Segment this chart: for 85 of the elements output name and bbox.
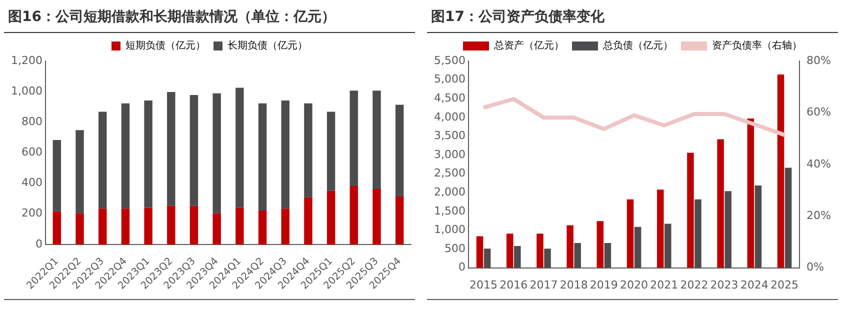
y2-tick-label: 40%	[806, 157, 832, 170]
bar	[236, 208, 244, 244]
y-tick-label: 3,500	[434, 129, 466, 142]
bar	[144, 208, 152, 244]
bar	[304, 103, 312, 198]
bar	[76, 213, 84, 244]
bar	[144, 100, 152, 208]
bar	[372, 188, 381, 244]
y-tick-label: 0	[458, 260, 466, 274]
bar	[258, 103, 267, 211]
bar	[167, 206, 176, 244]
bar	[212, 93, 221, 214]
bar	[350, 186, 358, 244]
legend-label: 长期负债（亿元）	[228, 40, 308, 52]
chart-title: 图17：公司资产负债率变化	[427, 4, 838, 33]
bar	[121, 208, 130, 244]
bar	[190, 206, 198, 244]
bar	[52, 140, 62, 212]
bar	[476, 236, 484, 268]
bar	[596, 221, 604, 268]
bar	[258, 210, 267, 244]
x-tick-label: 2016	[500, 278, 528, 292]
y-tick-label: 500	[444, 242, 466, 255]
bar	[395, 104, 404, 196]
bar	[121, 103, 130, 209]
bar	[717, 139, 724, 268]
y-tick-label: 200	[21, 206, 42, 220]
y-tick-label: 1,500	[434, 204, 466, 218]
bar	[281, 208, 290, 244]
chart-title: 图16：公司短期借款和长期借款情况（单位：亿元）	[4, 4, 415, 33]
bar	[777, 74, 784, 268]
y2-tick-label: 20%	[806, 208, 832, 222]
legend-label: 资产负债率（右轴）	[712, 40, 802, 52]
y-tick-label: 4,000	[434, 110, 466, 124]
bar	[76, 130, 84, 214]
bar	[372, 90, 381, 189]
y-tick-label: 1,000	[434, 223, 466, 236]
y-tick-label: 4,500	[434, 91, 466, 104]
x-tick-label: 2025	[770, 278, 799, 292]
y-tick-label: 0	[35, 237, 42, 250]
y2-tick-label: 80%	[806, 54, 832, 67]
x-tick-label: 2018	[560, 278, 588, 292]
bar	[98, 112, 107, 209]
y-tick-label: 1,200	[10, 54, 42, 67]
bar	[52, 212, 62, 244]
y-tick-label: 5,500	[434, 54, 466, 67]
y-tick-label: 600	[21, 146, 42, 159]
x-tick-label: 2022	[680, 278, 708, 292]
x-tick-label: 2024	[740, 278, 768, 292]
bar	[747, 118, 754, 268]
bar	[167, 92, 176, 206]
bar	[536, 234, 544, 268]
y-tick-label: 3,000	[434, 148, 466, 161]
y-tick-label: 800	[21, 115, 42, 128]
bar	[566, 225, 574, 268]
x-tick-label: 2023	[710, 278, 738, 292]
y-tick-label: 5,000	[434, 72, 466, 86]
legend-label: 短期负债（亿元）	[126, 40, 206, 52]
x-tick-label: 2015	[470, 278, 498, 292]
bar	[626, 199, 634, 268]
x-tick-label: 2019	[590, 278, 618, 292]
bar	[236, 88, 244, 208]
bar	[395, 196, 404, 244]
bar	[350, 90, 358, 186]
y-tick-label: 2,000	[434, 185, 466, 198]
bar	[304, 197, 312, 244]
bar	[326, 112, 336, 191]
y-tick-label: 400	[21, 176, 42, 190]
legend-label: 总资产（亿元）	[493, 40, 564, 52]
bar	[98, 208, 107, 244]
x-tick-label: 2021	[650, 278, 678, 292]
bar	[656, 190, 664, 268]
bar	[190, 94, 198, 206]
bar	[687, 152, 694, 268]
y-tick-label: 2,500	[434, 166, 466, 180]
x-tick-label: 2017	[530, 278, 558, 292]
y-tick-label: 1,000	[10, 84, 42, 98]
bar	[281, 100, 290, 209]
y2-tick-label: 0%	[806, 260, 824, 274]
y2-tick-label: 60%	[806, 106, 832, 119]
bar	[212, 213, 221, 244]
legend-label: 总负债（亿元）	[602, 40, 673, 52]
x-tick-label: 2020	[620, 278, 648, 292]
bar	[326, 190, 336, 244]
bar	[506, 234, 514, 268]
